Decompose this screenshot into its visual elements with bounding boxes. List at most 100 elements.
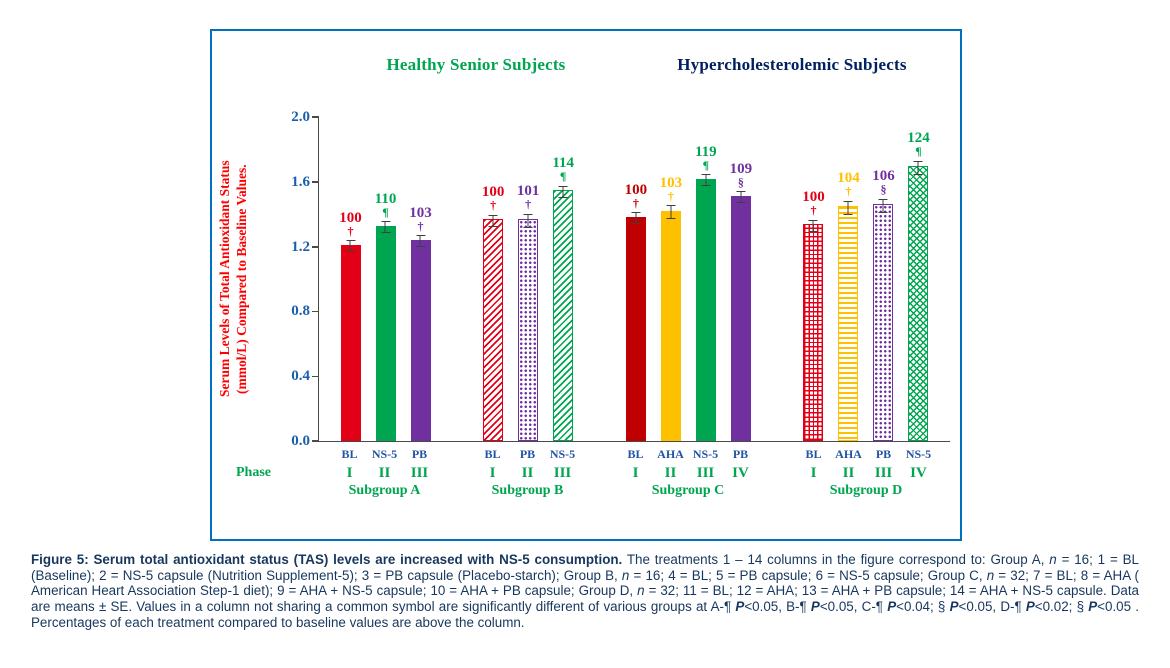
percent-label: 124 <box>907 130 930 146</box>
significance-symbol: ¶ <box>915 144 922 158</box>
right-panel-title: Hypercholesterolemic Subjects <box>677 55 907 74</box>
caption-segment: P <box>949 599 959 615</box>
y-tick-mark <box>312 181 319 183</box>
error-bar <box>843 201 853 215</box>
phase-numeral: I <box>632 465 639 481</box>
phase-numeral: III <box>553 465 572 481</box>
treatment-label: NS-5 <box>905 447 932 461</box>
percent-label: 100 <box>339 210 362 226</box>
phase-numeral: II <box>521 465 534 481</box>
error-bar <box>736 191 746 203</box>
percent-label: 103 <box>659 175 683 191</box>
phase-numeral: II <box>842 465 855 481</box>
significance-symbol: § <box>737 175 744 189</box>
bar <box>375 221 396 441</box>
percent-label: 114 <box>552 155 574 171</box>
significance-symbol: † <box>667 189 674 203</box>
error-bar <box>913 161 923 175</box>
caption-segment: P <box>887 599 897 615</box>
caption-segment: <0.04; § <box>896 599 950 615</box>
y-tick-mark <box>312 375 319 378</box>
y-axis-title: Serum Levels of Total Antioxidant Status… <box>216 117 250 441</box>
bar-group: 100 † 101 † 114 ¶ <box>476 155 581 441</box>
bar-cell: 100 † <box>796 189 831 441</box>
bar-cell: 103 † <box>653 175 688 441</box>
percent-label: 100 <box>481 184 505 200</box>
left-panel-title: Healthy Senior Subjects <box>386 55 566 74</box>
significance-symbol: † <box>490 198 497 212</box>
chart-headers: Healthy Senior Subjects Hypercholesterol… <box>318 55 950 75</box>
error-bar <box>558 186 568 198</box>
subgroup-label: Subgroup C <box>651 483 725 498</box>
treatment-label: BL <box>627 447 644 461</box>
significance-symbol: † <box>347 224 354 238</box>
caption-segment: P <box>810 599 820 615</box>
phase-numeral: II <box>664 465 677 481</box>
phase-numeral-group: I II III IV <box>796 465 936 482</box>
treatment-label: BL <box>805 447 822 461</box>
y-tick-label: 0.0 <box>291 433 310 449</box>
percent-label: 100 <box>802 189 825 205</box>
phase-numeral: I <box>810 465 817 481</box>
phase-numeral: II <box>378 465 391 481</box>
caption-segment: P <box>1088 599 1098 615</box>
phase-numeral: III <box>410 465 429 481</box>
bar-cell: 110 ¶ <box>368 191 403 441</box>
error-bar <box>808 220 818 232</box>
y-tick-label: 0.8 <box>291 303 310 320</box>
bar-cell: 106 § <box>866 168 901 441</box>
y-tick-mark <box>312 310 319 313</box>
y-axis-title-line1: Serum Levels of Total Antioxidant Status <box>217 160 232 398</box>
percent-label: 110 <box>374 191 397 207</box>
caption-segment: The treatments 1 – 14 columns in the fig… <box>622 552 1050 567</box>
treatment-label: PB <box>519 447 536 461</box>
phase-numeral-group: I II III IV <box>618 465 758 482</box>
bar-cell: 119 ¶ <box>688 144 723 441</box>
subgroup-labels-row: Subgroup A Subgroup B Subgroup C Subgroup D <box>318 483 950 499</box>
error-bar <box>701 174 711 186</box>
percent-label: 101 <box>516 183 540 199</box>
percent-label: 103 <box>409 205 432 221</box>
bar <box>873 199 894 441</box>
caption-segment: P <box>1025 599 1035 615</box>
error-bar <box>346 240 355 252</box>
treatment-label: BL <box>484 447 501 461</box>
treatment-label: PB <box>875 447 892 461</box>
plot-area: 0.0 0.4 0.8 1.2 1.6 2.0 100 † 110 ¶ 103 † 100 † 101 † 11… <box>291 109 950 449</box>
caption-segment: = 32; 11 = BL; 12 = AHA; 13 = AHA + PB c… <box>31 583 1140 615</box>
percent-label: 109 <box>729 161 753 177</box>
caption-segment: <0.05, D-¶ <box>958 599 1026 615</box>
percent-label: 104 <box>837 170 860 186</box>
bar <box>660 205 681 441</box>
error-bar <box>416 235 425 247</box>
error-bar <box>878 199 888 213</box>
y-tick-label: 1.2 <box>291 238 310 255</box>
phase-numeral-group: I II III <box>475 465 580 482</box>
bar-cell: 104 † <box>831 170 866 441</box>
error-bar <box>666 205 676 219</box>
caption-segment: n <box>1049 552 1057 567</box>
significance-symbol: § <box>880 182 887 196</box>
caption-segment: n <box>637 583 645 599</box>
treatment-labels-row: BL NS-5 PB BL PB NS-5 BL AHA NS-5 PB BL AHA PB NS-5 <box>318 447 950 462</box>
significance-symbol: † <box>810 203 817 217</box>
significance-symbol: † <box>845 184 852 198</box>
y-tick-mark <box>312 440 319 442</box>
bar-cell: 114 ¶ <box>546 155 581 441</box>
y-axis-title-line2: (mmol/L) Compared to Baseline Values. <box>234 164 249 394</box>
chart-frame: Healthy Senior Subjects Hypercholesterol… <box>210 29 962 541</box>
bar <box>518 214 539 441</box>
treatment-label-group: BL AHA NS-5 PB <box>618 447 758 462</box>
phase-numeral: III <box>696 465 715 481</box>
phase-numeral: III <box>874 465 893 481</box>
error-bar <box>488 215 498 227</box>
bar <box>730 191 751 441</box>
significance-symbol: ¶ <box>382 205 389 219</box>
y-tick-mark <box>312 116 319 118</box>
caption-segment: <0.02; § <box>1034 599 1089 615</box>
plot-wrap: 0.0 0.4 0.8 1.2 1.6 2.0 100 † 110 ¶ 103 † 100 † 101 † 11… <box>236 109 950 499</box>
bar-cell: 109 § <box>723 161 758 441</box>
phase-numeral-group: I II III <box>332 465 437 482</box>
caption-segment: <0.05, C-¶ <box>819 599 888 615</box>
bar <box>340 240 361 441</box>
